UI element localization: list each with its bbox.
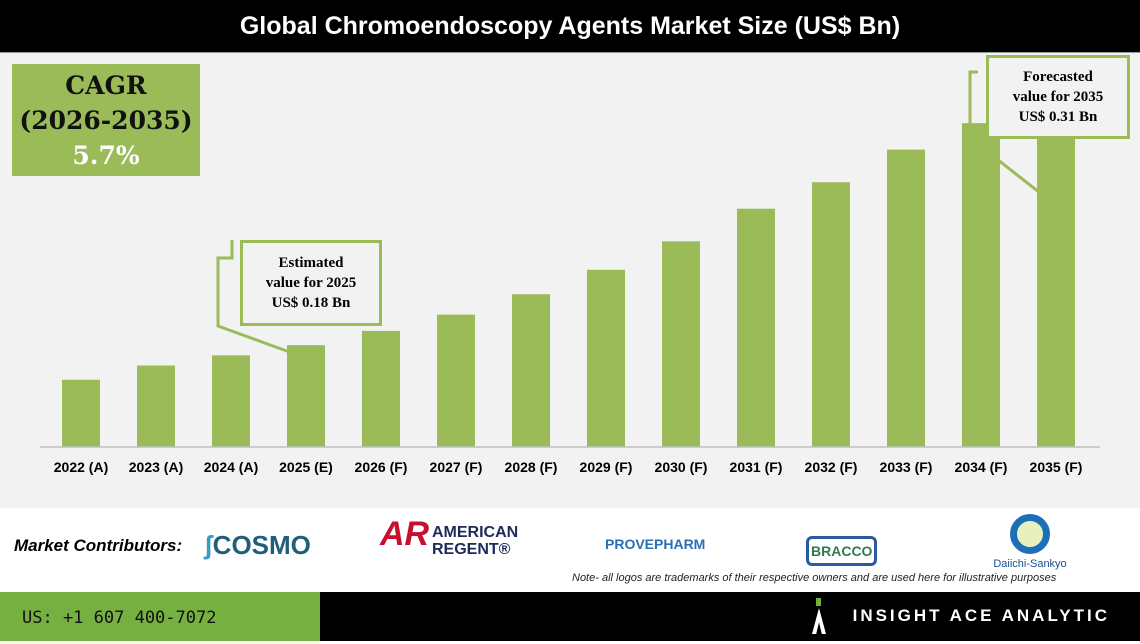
callout-line: value for 2025 bbox=[265, 275, 357, 291]
footer-phone: US: +1 607 400-7072 bbox=[0, 592, 320, 641]
estimated-leader-line bbox=[216, 240, 307, 360]
bar-2026 (F) bbox=[362, 330, 400, 447]
contributors-strip: Market Contributors: ʃCOSMO AR AMERICAN … bbox=[0, 510, 1140, 590]
bar-2033 (F) bbox=[887, 149, 925, 448]
x-tick-label: 2023 (A) bbox=[129, 459, 183, 475]
bar-2022 (A) bbox=[62, 379, 100, 447]
callout-line: value for 2035 bbox=[1012, 89, 1104, 105]
bar-chart: 2022 (A) 2023 (A) 2024 (A) 2025 (E) 2026 (F)… bbox=[40, 70, 1100, 475]
x-tick-label: 2034 (F) bbox=[955, 459, 1008, 475]
contributors-label: Market Contributors: bbox=[14, 536, 183, 555]
bar-2034 (F) bbox=[962, 123, 1000, 448]
chart-title: Global Chromoendoscopy Agents Market Siz… bbox=[0, 0, 1140, 52]
daiichi-sankyo-logo: Daiichi-Sankyo bbox=[975, 514, 1085, 570]
american-regent-logo: AR AMERICAN REGENT® bbox=[380, 515, 519, 558]
callout-line: Estimated bbox=[278, 255, 344, 271]
bracco-logo: BRACCO bbox=[806, 536, 878, 566]
x-tick-label: 2022 (A) bbox=[54, 459, 108, 475]
brand-name: INSIGHT ACE ANALYTIC bbox=[852, 606, 1110, 625]
x-tick-label: 2030 (F) bbox=[655, 459, 708, 475]
callout-line: US$ 0.31 Bn bbox=[1018, 109, 1098, 125]
forecast-callout: Forecasted value for 2035 US$ 0.31 Bn bbox=[986, 55, 1130, 139]
callout-line: Forecasted bbox=[1023, 69, 1093, 85]
trademark-note: Note- all logos are trademarks of their … bbox=[572, 572, 1057, 584]
provepharm-logo: PROVEPHARM bbox=[605, 536, 706, 552]
x-tick-label: 2029 (F) bbox=[580, 459, 633, 475]
estimated-callout: Estimated value for 2025 US$ 0.18 Bn bbox=[240, 240, 382, 326]
bar-2027 (F) bbox=[437, 314, 475, 447]
x-tick-label: 2027 (F) bbox=[430, 459, 483, 475]
logo-text: REGENT® bbox=[432, 541, 511, 558]
bar-2035 (F) bbox=[1037, 80, 1075, 448]
bar-2025 (E) bbox=[287, 345, 325, 447]
x-tick-label: 2025 (E) bbox=[279, 459, 333, 475]
cagr-value: 5.7% bbox=[72, 141, 140, 170]
bar-2032 (F) bbox=[812, 182, 850, 448]
x-tick-label: 2026 (F) bbox=[355, 459, 408, 475]
bar-2023 (A) bbox=[137, 365, 175, 447]
bar-2029 (F) bbox=[587, 269, 625, 447]
daiichi-mark bbox=[1010, 514, 1050, 554]
cosmo-logo: ʃCOSMO bbox=[204, 530, 311, 560]
cagr-label: CAGR bbox=[65, 71, 147, 100]
x-tick-label: 2032 (F) bbox=[805, 459, 858, 475]
forecast-leader-line bbox=[968, 70, 1045, 198]
logo-text: COSMO bbox=[212, 530, 311, 560]
bar-2028 (F) bbox=[512, 294, 550, 447]
ar-mark: AR bbox=[380, 515, 430, 553]
brand-logo-icon bbox=[812, 598, 826, 634]
x-tick-label: 2028 (F) bbox=[505, 459, 558, 475]
x-tick-label: 2033 (F) bbox=[880, 459, 933, 475]
footer-brand-bar: INSIGHT ACE ANALYTIC bbox=[320, 592, 1140, 641]
x-tick-label: 2031 (F) bbox=[730, 459, 783, 475]
bar-2030 (F) bbox=[662, 241, 700, 447]
cagr-box: CAGR (2026-2035) 5.7% bbox=[12, 64, 200, 176]
x-tick-label: 2024 (A) bbox=[204, 459, 258, 475]
cagr-period: (2026-2035) bbox=[19, 106, 193, 135]
logo-text: AMERICAN bbox=[432, 524, 519, 541]
logo-text: Daiichi-Sankyo bbox=[993, 558, 1067, 570]
callout-line: US$ 0.18 Bn bbox=[271, 295, 351, 311]
bar-2024 (A) bbox=[212, 355, 250, 447]
x-tick-label: 2035 (F) bbox=[1030, 459, 1083, 475]
bar-2031 (F) bbox=[737, 208, 775, 447]
